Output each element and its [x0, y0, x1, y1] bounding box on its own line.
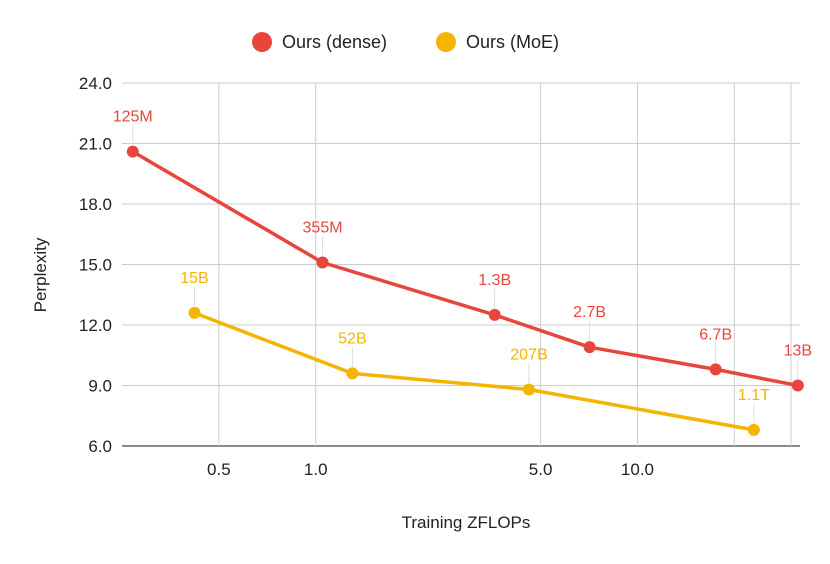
data-label-leaders	[132, 125, 799, 423]
data-points	[126, 145, 804, 436]
legend-label: Ours (MoE)	[466, 32, 559, 52]
data-label: 52B	[338, 330, 366, 347]
legend-swatch	[436, 32, 456, 52]
x-axis-title: Training ZFLOPs	[402, 513, 531, 532]
y-tick-label: 12.0	[79, 316, 112, 335]
data-point	[346, 367, 359, 380]
y-tick-label: 18.0	[79, 195, 112, 214]
y-tick-label: 6.0	[88, 437, 112, 456]
x-tick-label: 0.5	[207, 460, 231, 479]
x-tick-label: 5.0	[529, 460, 553, 479]
series-lines	[131, 149, 800, 432]
y-tick-label: 15.0	[79, 256, 112, 275]
x-tick-label: 10.0	[621, 460, 654, 479]
gridlines	[122, 82, 800, 447]
y-tick-label: 9.0	[88, 377, 112, 396]
data-label: 2.7B	[573, 304, 606, 321]
series-line	[131, 149, 800, 388]
legend: Ours (dense) Ours (MoE)	[252, 32, 559, 52]
data-point	[709, 363, 722, 376]
data-point	[488, 308, 501, 321]
y-axis-title: Perplexity	[31, 237, 50, 312]
legend-label: Ours (dense)	[282, 32, 387, 52]
data-label: 1.1T	[738, 387, 770, 404]
y-tick-label: 24.0	[79, 74, 112, 93]
data-label: 6.7B	[699, 326, 732, 343]
data-label: 13B	[784, 343, 812, 360]
data-label: 355M	[303, 219, 343, 236]
x-axis-ticks: 0.5 1.0 5.0 10.0	[207, 460, 654, 479]
data-labels: 125M 355M 1.3B 2.7B 6.7B 13B 15B 52B 207B 1.1T	[113, 109, 812, 404]
data-point	[126, 145, 139, 158]
data-point	[316, 256, 329, 269]
data-point	[522, 383, 535, 396]
y-tick-label: 21.0	[79, 135, 112, 154]
data-label: 125M	[113, 109, 153, 126]
data-point	[791, 379, 804, 392]
data-label: 15B	[180, 270, 208, 287]
data-label: 207B	[510, 347, 547, 364]
x-tick-label: 1.0	[304, 460, 328, 479]
data-point	[188, 306, 201, 319]
series-line	[192, 311, 756, 432]
y-axis-ticks: 6.0 9.0 12.0 15.0 18.0 21.0 24.0	[79, 74, 112, 456]
data-point	[583, 341, 596, 354]
data-label: 1.3B	[478, 272, 511, 289]
legend-swatch	[252, 32, 272, 52]
data-point	[747, 423, 760, 436]
